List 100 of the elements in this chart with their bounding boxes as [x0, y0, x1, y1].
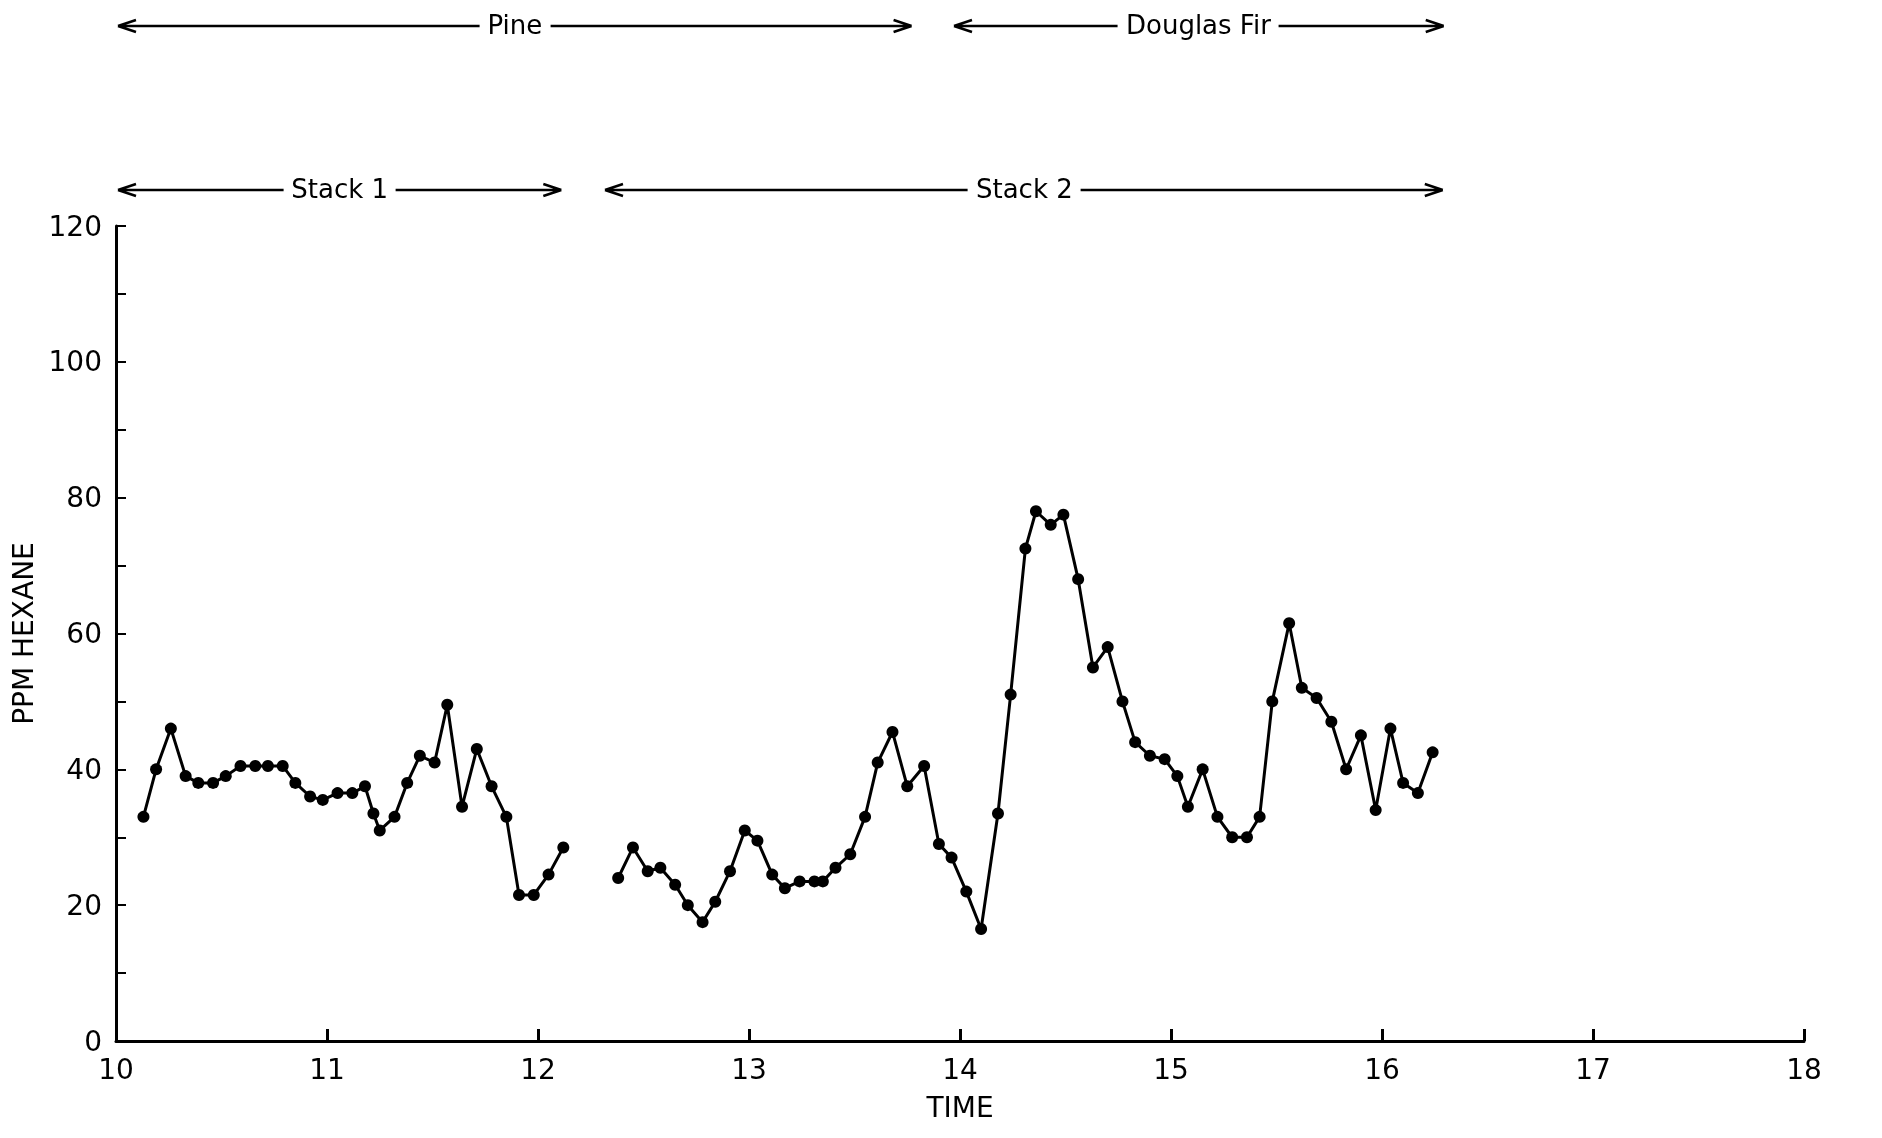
x-tick-label: 14 [942, 1052, 978, 1086]
point [1029, 505, 1042, 518]
point [500, 810, 513, 823]
point [1057, 508, 1070, 521]
point [1143, 749, 1156, 762]
point [1354, 729, 1367, 742]
point [696, 916, 709, 929]
point [1086, 661, 1099, 674]
y-tick-label: 80 [66, 481, 102, 515]
x-axis-title: TIME [925, 1090, 994, 1124]
point [179, 770, 192, 783]
point [1266, 695, 1279, 708]
point [150, 763, 163, 776]
y-tick-label: 100 [48, 345, 102, 379]
point [669, 878, 682, 891]
point [1196, 763, 1209, 776]
x-tick-label: 18 [1786, 1052, 1822, 1086]
point [234, 759, 247, 772]
point [1129, 736, 1142, 749]
x-tick-label: 15 [1153, 1052, 1189, 1086]
point [456, 800, 469, 813]
point [1116, 695, 1129, 708]
point [1211, 810, 1224, 823]
point [1426, 746, 1439, 759]
x-tick-label: 11 [309, 1052, 345, 1086]
point [164, 722, 177, 735]
x-tick-label: 16 [1364, 1052, 1400, 1086]
point [401, 776, 414, 789]
point [1171, 770, 1184, 783]
x-tick-label: 12 [520, 1052, 556, 1086]
point [1384, 722, 1397, 735]
point [859, 810, 872, 823]
point [1411, 787, 1424, 800]
point [1325, 715, 1338, 728]
text: Stack 2 [967, 174, 1081, 204]
point [261, 759, 274, 772]
x-tick-label: 13 [731, 1052, 767, 1086]
y-axis-title: PPM HEXANE [7, 542, 41, 725]
point [654, 861, 667, 874]
point [373, 824, 386, 837]
point [918, 759, 931, 772]
point [844, 848, 857, 861]
point [886, 725, 899, 738]
point [249, 759, 262, 772]
point [470, 742, 483, 755]
point [1101, 641, 1114, 654]
point [901, 780, 914, 793]
y-tick-label: 60 [66, 617, 102, 650]
point [945, 851, 958, 864]
text: Stack 1 [283, 174, 397, 204]
x-tick-label: 17 [1575, 1052, 1611, 1086]
y-tick-label: 20 [66, 888, 102, 922]
point [1226, 831, 1239, 844]
point [626, 841, 639, 854]
point [1310, 692, 1323, 705]
point [724, 865, 737, 878]
point [1295, 681, 1308, 694]
point [932, 838, 945, 851]
point [1019, 542, 1032, 555]
point [871, 756, 884, 769]
point [207, 776, 220, 789]
point [276, 759, 289, 772]
point [778, 882, 791, 895]
point [316, 793, 329, 806]
point [1397, 776, 1410, 789]
point [975, 922, 988, 935]
point [1340, 763, 1353, 776]
point [1004, 688, 1017, 701]
point [219, 770, 232, 783]
point [793, 875, 806, 888]
point [527, 888, 540, 901]
point [681, 899, 694, 912]
point [428, 756, 441, 769]
point [751, 834, 764, 847]
point [612, 872, 625, 884]
point [1072, 573, 1085, 586]
point [367, 807, 380, 820]
point [192, 776, 205, 789]
point [829, 861, 842, 874]
point [1044, 518, 1057, 531]
point [346, 787, 359, 800]
point [991, 807, 1004, 820]
point [358, 780, 371, 793]
point [557, 841, 570, 854]
point [304, 790, 317, 803]
text: Douglas Fir [1117, 10, 1279, 40]
point [331, 787, 344, 800]
point [738, 824, 751, 837]
text: Pine [479, 10, 551, 40]
point [1240, 831, 1253, 844]
point [513, 888, 526, 901]
point [766, 868, 779, 881]
point [542, 868, 555, 881]
point [441, 698, 454, 711]
point [413, 749, 426, 762]
point [709, 895, 722, 908]
y-tick-label: 40 [66, 752, 102, 786]
point [485, 780, 498, 793]
point [137, 810, 150, 823]
point [388, 810, 401, 823]
